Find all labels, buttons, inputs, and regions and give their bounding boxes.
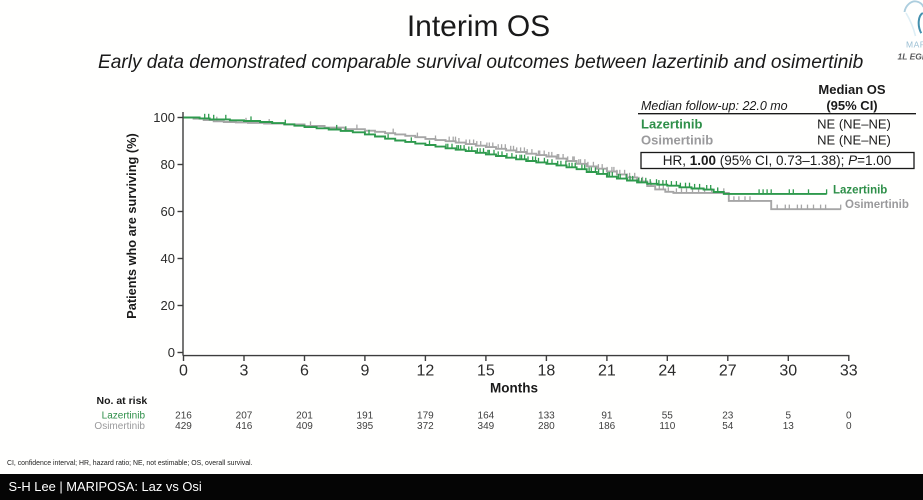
svg-text:Months: Months (490, 381, 538, 396)
svg-text:54: 54 (722, 421, 734, 432)
svg-text:191: 191 (357, 411, 374, 422)
svg-text:5: 5 (786, 411, 792, 422)
svg-text:18: 18 (538, 363, 556, 380)
svg-text:0: 0 (846, 421, 852, 432)
svg-text:15: 15 (477, 363, 495, 380)
svg-text:409: 409 (296, 421, 313, 432)
svg-text:349: 349 (478, 421, 495, 432)
svg-text:100: 100 (153, 110, 175, 125)
svg-text:280: 280 (538, 421, 555, 432)
svg-text:30: 30 (779, 363, 797, 380)
svg-text:60: 60 (161, 204, 175, 219)
svg-text:NE (NE–NE): NE (NE–NE) (817, 133, 891, 148)
svg-text:395: 395 (357, 421, 374, 432)
svg-text:No. at risk: No. at risk (97, 395, 148, 407)
svg-text:24: 24 (658, 363, 676, 380)
svg-text:372: 372 (417, 421, 434, 432)
svg-text:110: 110 (659, 421, 675, 432)
svg-text:3: 3 (240, 363, 249, 380)
svg-text:MARIPOSA: MARIPOSA (906, 40, 923, 50)
svg-text:Osimertinib: Osimertinib (845, 199, 909, 211)
svg-text:6: 6 (300, 363, 309, 380)
svg-text:80: 80 (161, 157, 175, 172)
svg-text:Lazertinib: Lazertinib (833, 185, 887, 197)
svg-text:Osimertinib: Osimertinib (94, 421, 145, 432)
svg-text:164: 164 (478, 411, 495, 422)
svg-text:40: 40 (161, 251, 175, 266)
svg-text:Patients who are surviving (%): Patients who are surviving (%) (124, 133, 139, 319)
svg-text:Lazertinib: Lazertinib (102, 411, 146, 422)
svg-text:186: 186 (599, 421, 616, 432)
svg-text:1L EGFR: 1L EGFR (898, 52, 923, 62)
svg-text:Lazertinib: Lazertinib (641, 117, 702, 132)
svg-text:33: 33 (840, 363, 858, 380)
svg-text:179: 179 (417, 411, 434, 422)
svg-text:23: 23 (722, 411, 734, 422)
svg-text:0: 0 (179, 363, 188, 380)
svg-text:27: 27 (719, 363, 737, 380)
svg-text:0: 0 (168, 345, 175, 360)
svg-text:216: 216 (175, 411, 192, 422)
svg-text:91: 91 (601, 411, 613, 422)
svg-text:13: 13 (783, 421, 795, 432)
svg-text:133: 133 (538, 411, 555, 422)
svg-text:(95% CI): (95% CI) (826, 98, 877, 113)
svg-text:201: 201 (296, 411, 313, 422)
svg-text:20: 20 (161, 298, 175, 313)
svg-text:HR, 1.00 (95% CI, 0.73–1.38);: HR, 1.00 (95% CI, 0.73–1.38); P=1.00 (663, 153, 892, 168)
svg-text:9: 9 (360, 363, 369, 380)
svg-text:NE (NE–NE): NE (NE–NE) (817, 117, 891, 132)
svg-text:Osimertinib: Osimertinib (641, 133, 713, 148)
svg-text:55: 55 (662, 411, 674, 422)
svg-text:Median follow-up: 22.0 mo: Median follow-up: 22.0 mo (641, 99, 788, 113)
svg-text:0: 0 (846, 411, 852, 422)
svg-text:12: 12 (417, 363, 435, 380)
svg-text:Median OS: Median OS (818, 82, 886, 97)
svg-text:21: 21 (598, 363, 616, 380)
svg-text:429: 429 (175, 421, 192, 432)
svg-text:416: 416 (236, 421, 253, 432)
svg-text:207: 207 (236, 411, 253, 422)
